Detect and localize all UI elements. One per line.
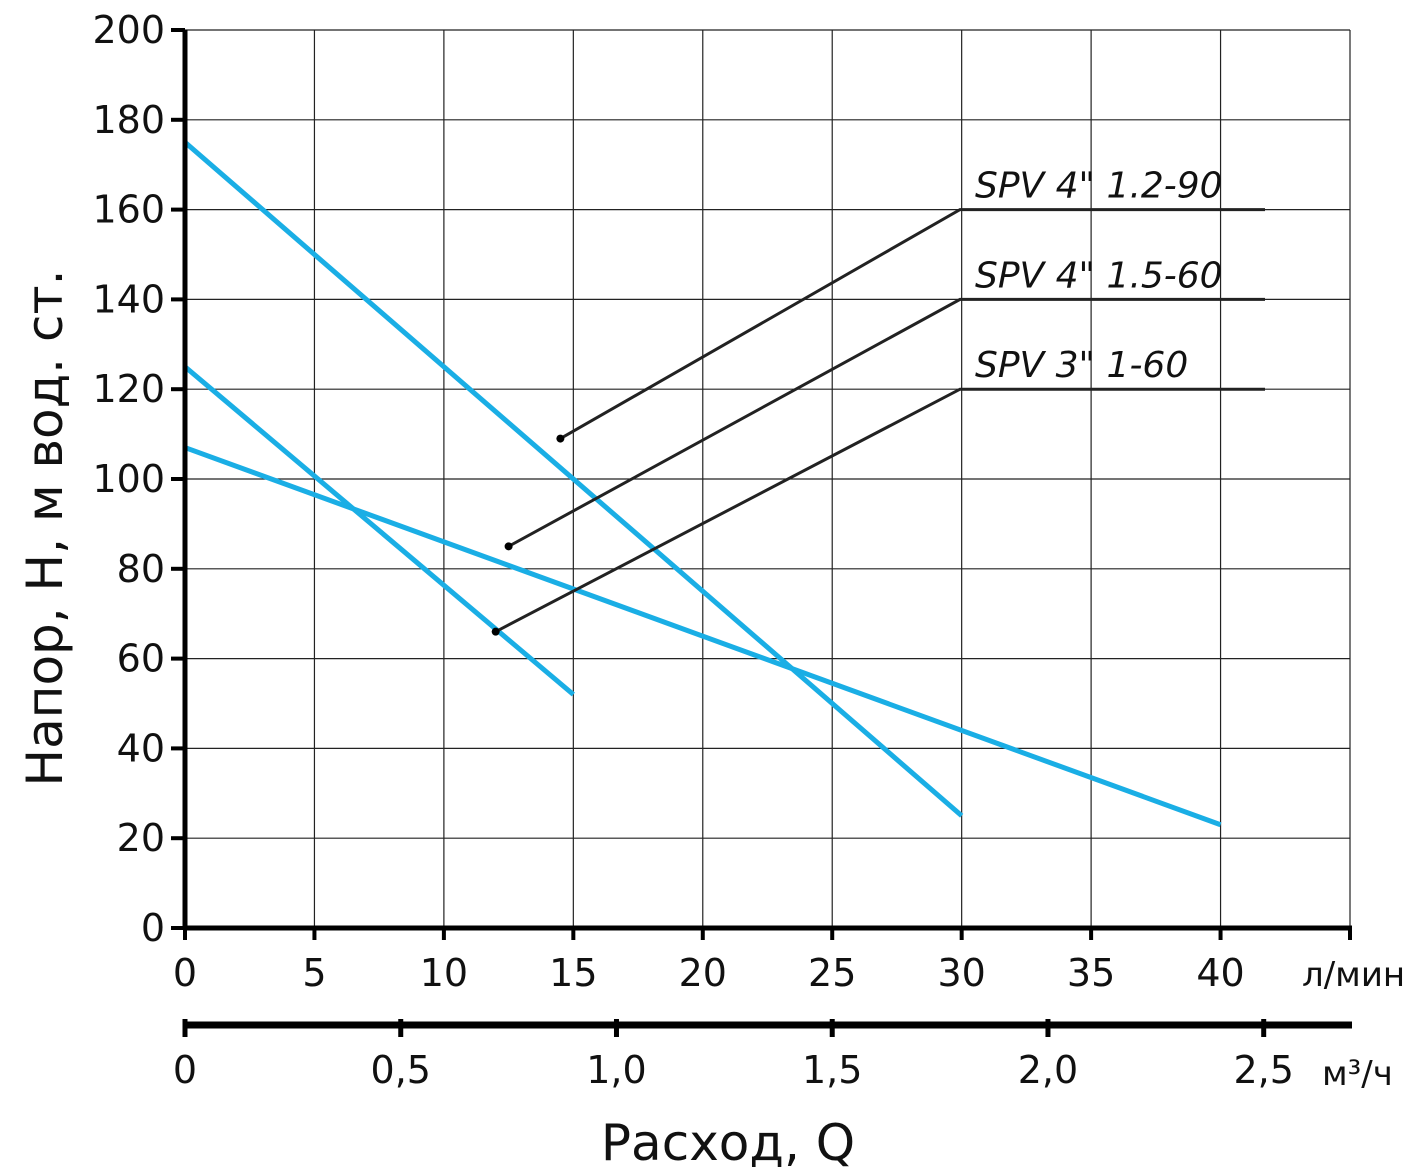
x2-unit-label: м³/ч (1322, 1054, 1393, 1094)
y-tick-label: 80 (117, 547, 165, 591)
legend-label: SPV 3" 1-60 (975, 345, 1188, 386)
y-tick-label: 120 (92, 367, 165, 411)
x2-tick-label: 0 (173, 1048, 197, 1092)
x2-tick-label: 2,0 (1018, 1048, 1078, 1092)
y-tick-label: 20 (117, 816, 165, 860)
legend-leader (494, 387, 1265, 633)
y-tick-label: 140 (92, 277, 165, 321)
legend-leaders (491, 208, 1265, 636)
series-line (183, 140, 964, 818)
y-tick-label: 40 (117, 726, 165, 770)
y-tick-label: 160 (92, 188, 165, 232)
x-tick-label: 40 (1196, 951, 1244, 995)
x-tick-label: 20 (679, 951, 727, 995)
y-axis-title: Напор, H, м вод. ст. (16, 270, 74, 787)
y-tick-label: 100 (92, 457, 165, 501)
x2-tick-label: 0,5 (371, 1048, 431, 1092)
series-lines (183, 140, 1222, 828)
x2-tick-label: 2,5 (1233, 1048, 1293, 1092)
y-tick-label: 0 (141, 906, 165, 950)
legend-leader (507, 297, 1265, 548)
x-tick-label: 0 (173, 951, 197, 995)
x-tick-label: 25 (808, 951, 856, 995)
legend-leader (559, 208, 1265, 440)
y-tick-label: 200 (92, 8, 165, 52)
x-tick-label: 15 (549, 951, 597, 995)
leader-dot (556, 434, 565, 443)
leader-dot (504, 542, 513, 551)
x-tick-label: 5 (302, 951, 326, 995)
x-axis-title: Расход, Q (601, 1114, 855, 1172)
legend-label: SPV 4" 1.2-90 (975, 166, 1223, 207)
leader-dot (491, 627, 500, 636)
x2-tick-label: 1,5 (802, 1048, 862, 1092)
x-tick-label: 10 (420, 951, 468, 995)
x-tick-label: 30 (937, 951, 985, 995)
series-line (183, 364, 575, 697)
x2-tick-label: 1,0 (586, 1048, 646, 1092)
y-tick-label: 180 (92, 98, 165, 142)
x-unit-label: л/мин (1302, 955, 1405, 995)
labels: 0 20 40 60 80 100 120 140 160 180 200 0 5 10 15 20 25 30 3… (92, 8, 1405, 1094)
y-tick-label: 60 (117, 637, 165, 681)
axes (171, 28, 1352, 1037)
x-tick-label: 35 (1067, 951, 1115, 995)
legend-label: SPV 4" 1.5-60 (975, 255, 1223, 296)
